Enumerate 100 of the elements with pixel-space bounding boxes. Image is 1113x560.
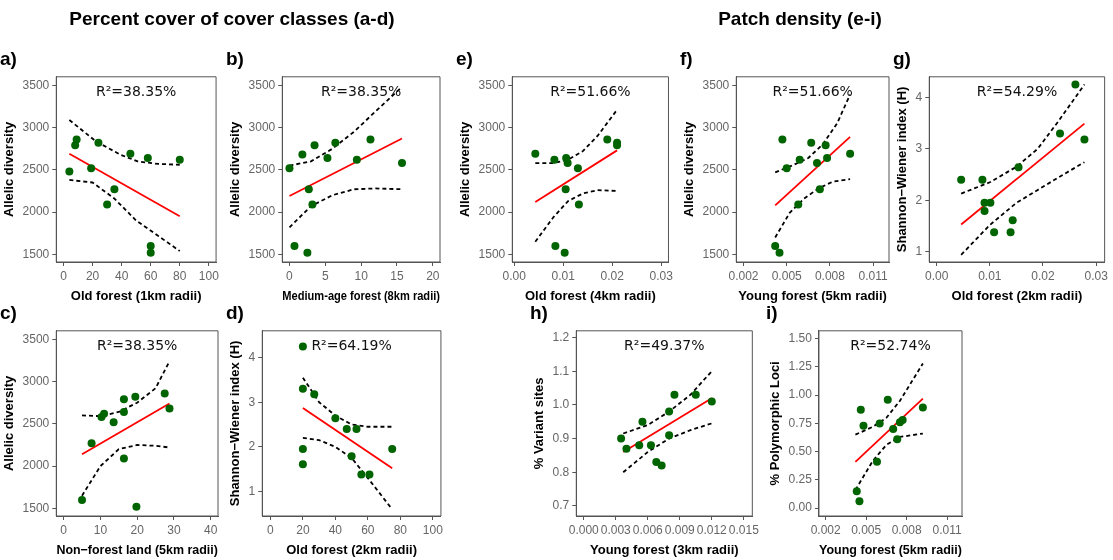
x-tick-label: 0.01	[978, 268, 1002, 283]
x-tick-label: 0.005	[851, 522, 882, 537]
point	[298, 460, 307, 469]
annotation: R²=51.66%	[550, 83, 631, 100]
point	[563, 159, 572, 168]
point	[366, 135, 375, 144]
point	[143, 153, 152, 162]
y-axis-title: Shannon−Wiener index (H)	[894, 86, 910, 253]
line-series	[622, 422, 713, 474]
point	[638, 417, 647, 426]
point	[889, 425, 898, 434]
y-tick-label: 1500	[22, 500, 50, 515]
x-tick-label: 100	[198, 268, 220, 283]
x-tick-label: 0.03	[649, 268, 674, 283]
y-tick-label: 3000	[248, 119, 276, 134]
annotation: R²=38.35%	[95, 83, 177, 100]
point	[617, 434, 626, 443]
point	[331, 414, 340, 423]
y-tick-label: 2	[248, 439, 256, 454]
x-tick-label: 60	[361, 522, 375, 537]
point	[72, 135, 81, 144]
y-tick-label: 3500	[22, 331, 50, 346]
point	[603, 135, 612, 144]
line-series	[288, 187, 403, 229]
point	[665, 407, 674, 416]
point	[1008, 216, 1017, 225]
y-tick-label: 2000	[702, 204, 730, 219]
point	[815, 185, 824, 194]
y-tick-label: 2000	[478, 204, 506, 219]
x-tick-label: 20	[130, 522, 145, 537]
y-tick-label: 1.50	[788, 331, 813, 346]
y-tick-label: 3	[248, 394, 256, 409]
point	[109, 418, 118, 427]
x-tick-label: 20	[85, 268, 100, 283]
y-tick-label: 1.00	[788, 387, 813, 402]
x-axis-title: Old forest (1km radii)	[70, 287, 202, 303]
x-axis-title: Young forest (5km radii)	[819, 541, 962, 557]
x-tick-label: 20	[296, 522, 310, 537]
point	[807, 138, 816, 147]
point	[771, 241, 780, 250]
x-tick-label: 40	[203, 522, 218, 537]
x-tick-label: 30	[167, 522, 181, 537]
annotation: R²=38.35%	[96, 337, 178, 354]
x-tick-label: 0.015	[728, 522, 760, 537]
y-tick-label: 0.75	[788, 415, 813, 430]
point	[94, 138, 103, 147]
text: Percent cover of cover classes (a-d)	[69, 8, 395, 30]
point	[622, 444, 631, 453]
x-tick-label: 0.01	[551, 268, 576, 283]
y-axis-title: % Variant sites	[531, 377, 547, 470]
point	[657, 461, 666, 470]
point	[794, 200, 803, 209]
annotation: R²=51.66%	[772, 83, 853, 100]
x-axis-title: Non−forest land (5km radii)	[56, 541, 218, 557]
x-axis-title: Medium-age forest (8km radii)	[282, 287, 440, 304]
y-tick-label: 3500	[248, 77, 276, 92]
point	[126, 149, 135, 158]
point	[165, 404, 174, 413]
x-tick-label: 40	[328, 522, 343, 537]
point	[308, 200, 317, 209]
y-tick-label: 3000	[22, 119, 50, 134]
y-axis-title: Allelic diversity	[227, 120, 243, 218]
x-tick-label: 0	[286, 268, 294, 283]
y-tick-label: 2500	[478, 162, 506, 177]
point	[87, 164, 96, 173]
point	[146, 248, 155, 257]
point	[1006, 228, 1015, 237]
y-tick-label: 3500	[478, 77, 506, 92]
point	[78, 495, 87, 504]
y-tick-label: 1.1	[552, 363, 570, 378]
y-tick-label: 1500	[478, 246, 506, 261]
point	[823, 153, 832, 162]
y-axis-title: Allelic diversity	[457, 120, 473, 218]
point	[160, 389, 169, 398]
point	[551, 241, 560, 250]
point	[852, 487, 861, 496]
x-axis-title: Old forest (4km radii)	[525, 287, 656, 303]
x-tick-label: 0.009	[664, 522, 696, 537]
chart-title: b)	[226, 47, 244, 69]
y-tick-label: 1500	[702, 246, 730, 261]
chart-title: a)	[0, 47, 17, 69]
annotation: R²=49.37%	[624, 337, 705, 354]
point	[298, 342, 307, 351]
point	[978, 175, 987, 184]
point	[573, 164, 582, 173]
point	[883, 395, 892, 404]
point	[352, 155, 361, 164]
point	[782, 164, 791, 173]
line-series	[854, 362, 924, 436]
annotation: R²=64.19%	[311, 337, 392, 354]
point	[303, 248, 312, 257]
x-tick-label: 80	[393, 522, 408, 537]
point	[285, 164, 294, 173]
y-tick-label: 2000	[248, 204, 276, 219]
point	[856, 405, 865, 414]
point	[103, 200, 112, 209]
point	[1055, 129, 1064, 138]
x-tick-label: 0.003	[600, 522, 632, 537]
point	[707, 397, 716, 406]
point	[310, 390, 319, 399]
